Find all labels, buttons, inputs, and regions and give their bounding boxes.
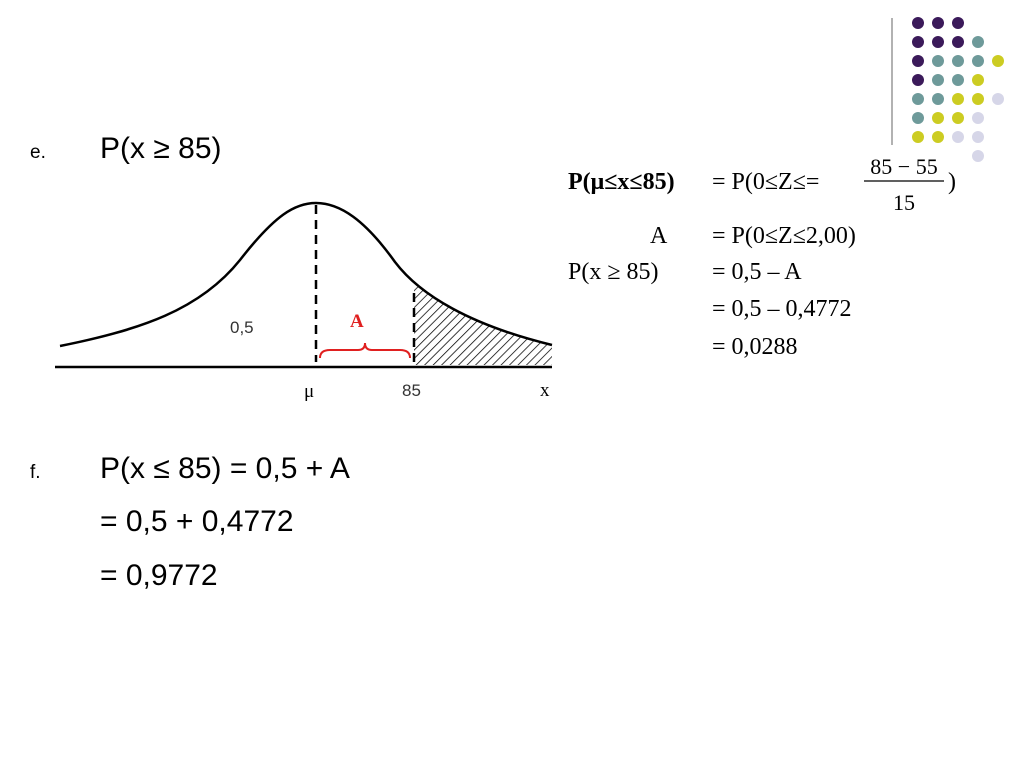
item-text: = 0,9772 [100, 559, 218, 592]
mu-label: μ [304, 381, 314, 402]
eq-rhs: = 0,5 – 0,4772 [712, 296, 852, 322]
eq-rhs: = 0,5 – A [712, 259, 802, 285]
eq-lhs: P(x ≥ 85) [568, 259, 659, 285]
normal-curve-figure: A 0,5 μ 85 x [55, 201, 553, 402]
eq-denominator: 15 [893, 190, 915, 215]
eq-rhs: = P(0≤Z≤= [712, 169, 819, 195]
item-marker: e. [30, 142, 46, 163]
decoration [891, 17, 1004, 162]
eq-rhs: = 0,0288 [712, 334, 798, 360]
item-text: P(x ≤ 85) = 0,5 + A [100, 452, 350, 485]
hatched-area [414, 282, 552, 365]
area-label: A [350, 311, 364, 332]
item-text: P(x ≥ 85) [100, 132, 222, 165]
left-area-label: 0,5 [230, 318, 254, 337]
equations: P(μ≤x≤85) = P(0≤Z≤= 85 − 55 15 ) A = P(0… [568, 154, 956, 360]
eq-numerator: 85 − 55 [870, 154, 937, 179]
x-label: x [540, 380, 550, 401]
eq-lhs: P(μ≤x≤85) [568, 169, 675, 195]
curve [59, 201, 553, 348]
item-marker: f. [30, 462, 41, 483]
eq-rhs: = P(0≤Z≤2,00) [712, 223, 856, 249]
x85-label: 85 [402, 381, 421, 400]
brace [319, 342, 411, 359]
item-text: = 0,5 + 0,4772 [100, 505, 294, 538]
eq-lhs: A [650, 223, 668, 249]
eq-suffix: ) [948, 169, 956, 195]
